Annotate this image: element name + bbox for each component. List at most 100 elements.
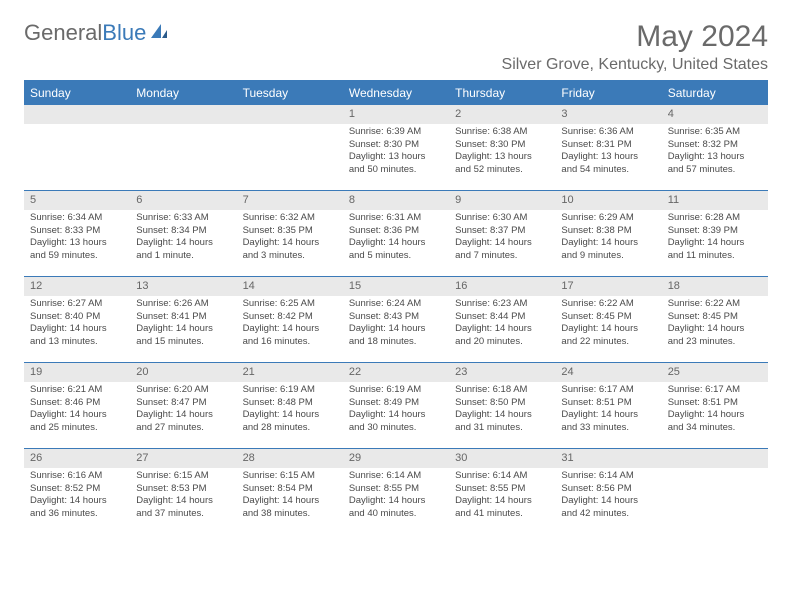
calendar-day-cell: 8Sunrise: 6:31 AMSunset: 8:36 PMDaylight…: [343, 190, 449, 276]
day-number: 22: [343, 362, 449, 382]
daylight-text: Daylight: 14 hours and 40 minutes.: [349, 495, 443, 521]
day-number: [24, 104, 130, 124]
sunset-text: Sunset: 8:43 PM: [349, 311, 443, 324]
sunset-text: Sunset: 8:37 PM: [455, 225, 549, 238]
day-content: Sunrise: 6:28 AMSunset: 8:39 PMDaylight:…: [662, 210, 768, 267]
daylight-text: Daylight: 14 hours and 7 minutes.: [455, 237, 549, 263]
calendar-week-row: 1Sunrise: 6:39 AMSunset: 8:30 PMDaylight…: [24, 104, 768, 190]
calendar-day-cell: 2Sunrise: 6:38 AMSunset: 8:30 PMDaylight…: [449, 104, 555, 190]
sunrise-text: Sunrise: 6:24 AM: [349, 298, 443, 311]
day-content: Sunrise: 6:16 AMSunset: 8:52 PMDaylight:…: [24, 468, 130, 525]
weekday-header: Thursday: [449, 82, 555, 104]
day-number: 9: [449, 190, 555, 210]
calendar-day-cell: 5Sunrise: 6:34 AMSunset: 8:33 PMDaylight…: [24, 190, 130, 276]
sunset-text: Sunset: 8:35 PM: [243, 225, 337, 238]
day-content: Sunrise: 6:35 AMSunset: 8:32 PMDaylight:…: [662, 124, 768, 181]
daylight-text: Daylight: 14 hours and 11 minutes.: [668, 237, 762, 263]
sunrise-text: Sunrise: 6:34 AM: [30, 212, 124, 225]
sunset-text: Sunset: 8:32 PM: [668, 139, 762, 152]
weekday-header: Tuesday: [237, 82, 343, 104]
sunrise-text: Sunrise: 6:30 AM: [455, 212, 549, 225]
sunset-text: Sunset: 8:36 PM: [349, 225, 443, 238]
sunrise-text: Sunrise: 6:26 AM: [136, 298, 230, 311]
sunrise-text: Sunrise: 6:28 AM: [668, 212, 762, 225]
month-title: May 2024: [502, 20, 768, 54]
day-content: Sunrise: 6:21 AMSunset: 8:46 PMDaylight:…: [24, 382, 130, 439]
sunrise-text: Sunrise: 6:33 AM: [136, 212, 230, 225]
day-number: 7: [237, 190, 343, 210]
sunset-text: Sunset: 8:30 PM: [349, 139, 443, 152]
calendar-day-cell: 19Sunrise: 6:21 AMSunset: 8:46 PMDayligh…: [24, 362, 130, 448]
sunrise-text: Sunrise: 6:29 AM: [561, 212, 655, 225]
daylight-text: Daylight: 14 hours and 36 minutes.: [30, 495, 124, 521]
day-content: Sunrise: 6:23 AMSunset: 8:44 PMDaylight:…: [449, 296, 555, 353]
sunrise-text: Sunrise: 6:14 AM: [561, 470, 655, 483]
sunset-text: Sunset: 8:45 PM: [668, 311, 762, 324]
sunset-text: Sunset: 8:51 PM: [668, 397, 762, 410]
calendar-day-cell: 4Sunrise: 6:35 AMSunset: 8:32 PMDaylight…: [662, 104, 768, 190]
day-content: Sunrise: 6:14 AMSunset: 8:55 PMDaylight:…: [449, 468, 555, 525]
calendar-day-cell: 7Sunrise: 6:32 AMSunset: 8:35 PMDaylight…: [237, 190, 343, 276]
daylight-text: Daylight: 14 hours and 31 minutes.: [455, 409, 549, 435]
weekday-header: Saturday: [662, 82, 768, 104]
sunrise-text: Sunrise: 6:32 AM: [243, 212, 337, 225]
sunrise-text: Sunrise: 6:39 AM: [349, 126, 443, 139]
sunrise-text: Sunrise: 6:38 AM: [455, 126, 549, 139]
day-number: 15: [343, 276, 449, 296]
sunrise-text: Sunrise: 6:14 AM: [349, 470, 443, 483]
day-content: Sunrise: 6:15 AMSunset: 8:53 PMDaylight:…: [130, 468, 236, 525]
daylight-text: Daylight: 14 hours and 5 minutes.: [349, 237, 443, 263]
day-number: 6: [130, 190, 236, 210]
sunrise-text: Sunrise: 6:27 AM: [30, 298, 124, 311]
day-number: 30: [449, 448, 555, 468]
day-content: Sunrise: 6:22 AMSunset: 8:45 PMDaylight:…: [555, 296, 661, 353]
sunrise-text: Sunrise: 6:14 AM: [455, 470, 549, 483]
day-content: Sunrise: 6:17 AMSunset: 8:51 PMDaylight:…: [662, 382, 768, 439]
sunrise-text: Sunrise: 6:17 AM: [561, 384, 655, 397]
logo-text-2: Blue: [102, 20, 146, 46]
day-content: Sunrise: 6:15 AMSunset: 8:54 PMDaylight:…: [237, 468, 343, 525]
sail-icon: [149, 20, 169, 46]
calendar-day-cell: 18Sunrise: 6:22 AMSunset: 8:45 PMDayligh…: [662, 276, 768, 362]
calendar-day-cell: 16Sunrise: 6:23 AMSunset: 8:44 PMDayligh…: [449, 276, 555, 362]
day-number: 31: [555, 448, 661, 468]
daylight-text: Daylight: 14 hours and 27 minutes.: [136, 409, 230, 435]
day-content: Sunrise: 6:19 AMSunset: 8:48 PMDaylight:…: [237, 382, 343, 439]
day-content: Sunrise: 6:32 AMSunset: 8:35 PMDaylight:…: [237, 210, 343, 267]
day-content: Sunrise: 6:27 AMSunset: 8:40 PMDaylight:…: [24, 296, 130, 353]
day-number: 3: [555, 104, 661, 124]
sunset-text: Sunset: 8:41 PM: [136, 311, 230, 324]
day-number: 26: [24, 448, 130, 468]
day-content: Sunrise: 6:34 AMSunset: 8:33 PMDaylight:…: [24, 210, 130, 267]
sunrise-text: Sunrise: 6:35 AM: [668, 126, 762, 139]
day-number: 27: [130, 448, 236, 468]
day-number: 14: [237, 276, 343, 296]
day-number: 16: [449, 276, 555, 296]
sunset-text: Sunset: 8:38 PM: [561, 225, 655, 238]
daylight-text: Daylight: 14 hours and 33 minutes.: [561, 409, 655, 435]
day-number: 21: [237, 362, 343, 382]
day-number: 29: [343, 448, 449, 468]
sunset-text: Sunset: 8:31 PM: [561, 139, 655, 152]
sunset-text: Sunset: 8:51 PM: [561, 397, 655, 410]
calendar-day-cell: 6Sunrise: 6:33 AMSunset: 8:34 PMDaylight…: [130, 190, 236, 276]
day-content: Sunrise: 6:33 AMSunset: 8:34 PMDaylight:…: [130, 210, 236, 267]
day-content: Sunrise: 6:14 AMSunset: 8:55 PMDaylight:…: [343, 468, 449, 525]
calendar-week-row: 12Sunrise: 6:27 AMSunset: 8:40 PMDayligh…: [24, 276, 768, 362]
daylight-text: Daylight: 14 hours and 20 minutes.: [455, 323, 549, 349]
daylight-text: Daylight: 14 hours and 23 minutes.: [668, 323, 762, 349]
daylight-text: Daylight: 14 hours and 25 minutes.: [30, 409, 124, 435]
daylight-text: Daylight: 14 hours and 18 minutes.: [349, 323, 443, 349]
day-content: Sunrise: 6:30 AMSunset: 8:37 PMDaylight:…: [449, 210, 555, 267]
sunset-text: Sunset: 8:45 PM: [561, 311, 655, 324]
calendar-day-cell: [24, 104, 130, 190]
day-number: 12: [24, 276, 130, 296]
sunrise-text: Sunrise: 6:21 AM: [30, 384, 124, 397]
day-content: Sunrise: 6:39 AMSunset: 8:30 PMDaylight:…: [343, 124, 449, 181]
calendar-day-cell: 25Sunrise: 6:17 AMSunset: 8:51 PMDayligh…: [662, 362, 768, 448]
calendar-day-cell: 24Sunrise: 6:17 AMSunset: 8:51 PMDayligh…: [555, 362, 661, 448]
calendar-day-cell: 21Sunrise: 6:19 AMSunset: 8:48 PMDayligh…: [237, 362, 343, 448]
daylight-text: Daylight: 13 hours and 50 minutes.: [349, 151, 443, 177]
calendar-week-row: 5Sunrise: 6:34 AMSunset: 8:33 PMDaylight…: [24, 190, 768, 276]
logo-text-1: General: [24, 20, 102, 46]
